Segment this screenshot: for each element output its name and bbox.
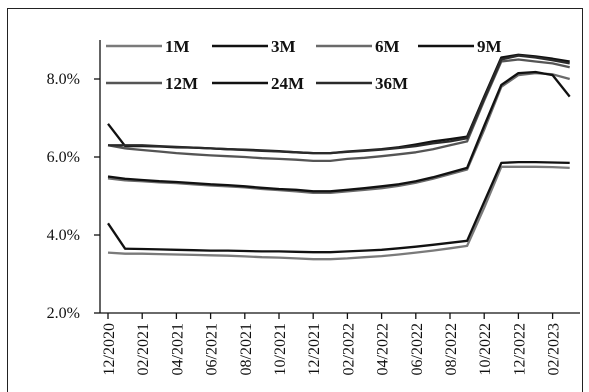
chart-series-lines (107, 53, 571, 261)
x-tick-label: 08/2021 (238, 323, 255, 375)
legend-label: 24M (271, 74, 304, 93)
legend-label: 12M (165, 74, 198, 93)
x-tick-label: 02/2022 (340, 323, 357, 375)
y-tick-label: 8.0% (47, 71, 80, 88)
series-line-24m (107, 53, 570, 155)
x-tick-label: 10/2021 (272, 323, 289, 375)
legend-label: 9M (477, 37, 502, 56)
x-tick-label: 02/2021 (135, 323, 152, 375)
x-tick-label: 06/2021 (204, 323, 221, 375)
y-tick-label: 4.0% (47, 227, 80, 244)
chart-legend: 1M 3M 6M 9M 12M 24M 36M (106, 37, 502, 93)
chart-axes: 2.0% 4.0% 6.0% 8.0% 12/2020 02/2021 04/2021 06/… (47, 40, 580, 375)
y-tick-label: 6.0% (47, 149, 80, 166)
legend-label: 6M (375, 37, 400, 56)
x-tick-label: 02/2023 (546, 323, 563, 375)
x-tick-label: 12/2022 (511, 323, 528, 375)
x-tick-label: 10/2022 (477, 323, 494, 375)
x-tick-label: 04/2022 (375, 323, 392, 375)
series-line-1m (107, 165, 570, 261)
legend-label: 3M (271, 37, 296, 56)
x-tick-label: 12/2020 (101, 323, 118, 375)
series-line-9m (107, 70, 571, 193)
legend-label: 1M (165, 37, 190, 56)
x-tick-label: 12/2021 (306, 323, 323, 375)
legend-label: 36M (375, 74, 408, 93)
series-line-36m (108, 54, 570, 155)
y-tick-label: 2.0% (47, 305, 80, 322)
x-tick-label: 04/2021 (169, 323, 186, 375)
x-tick-label: 06/2022 (409, 323, 426, 375)
series-line-3m (107, 160, 570, 254)
x-tick-label: 08/2022 (443, 323, 460, 375)
